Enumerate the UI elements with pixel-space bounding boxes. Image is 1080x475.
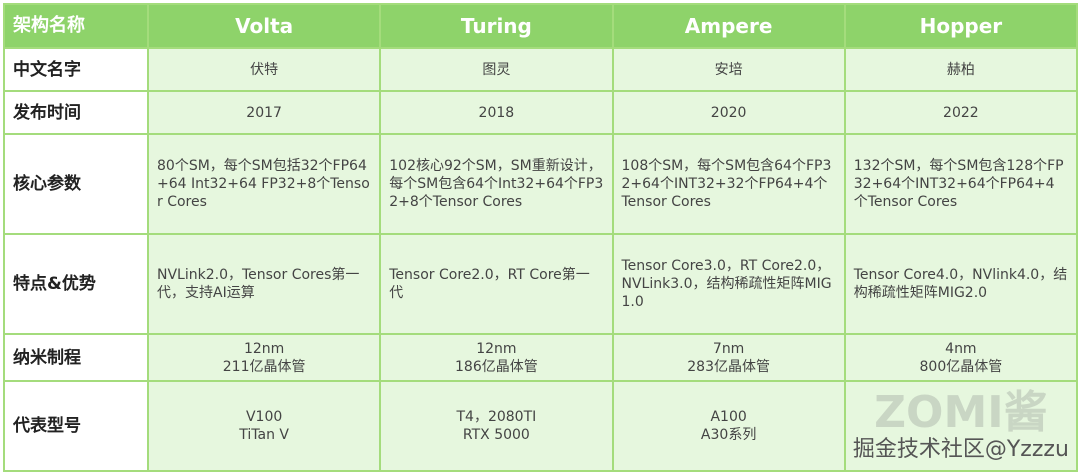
cell: 伏特 [146, 47, 382, 92]
row-label: 代表型号 [3, 380, 149, 472]
cell: NVLink2.0，Tensor Cores第一代，支持AI运算 [146, 233, 382, 335]
cell: 2017 [146, 90, 382, 135]
row-label: 纳米制程 [3, 333, 149, 382]
table-row: 核心参数 80个SM，每个SM包括32个FP64+64 Int32+64 FP3… [3, 133, 1079, 235]
table-row: 发布时间 2017 2018 2020 2022 [3, 90, 1079, 135]
process-node: 12nm [476, 340, 517, 357]
cell: 108个SM，每个SM包含64个FP32+64个INT32+32个FP64+4个… [611, 133, 846, 235]
cell: 7nm 283亿晶体管 [611, 333, 846, 382]
cell: A100 A30系列 [611, 380, 846, 472]
cell: ZOMI酱 掘金技术社区@Yzzzu [843, 380, 1079, 472]
watermark-logo: ZOMI酱 [874, 387, 1048, 438]
cell: Tensor Core4.0，NVlink4.0，结构稀疏性矩阵MIG2.0 [843, 233, 1079, 335]
model: RTX 5000 [462, 427, 530, 443]
header-volta: Volta [146, 3, 382, 49]
cell: Tensor Core2.0，RT Core第一代 [379, 233, 614, 335]
table-row: 纳米制程 12nm 211亿晶体管 12nm 186亿晶体管 7nm 283亿晶体管 … [3, 333, 1079, 382]
cell: T4，2080TI RTX 5000 [379, 380, 614, 472]
cell: 图灵 [379, 47, 614, 92]
transistor-count: 186亿晶体管 [455, 358, 538, 375]
cell: 2018 [379, 90, 614, 135]
cell: Tensor Core3.0，RT Core2.0，NVLink3.0，结构稀疏… [611, 233, 846, 335]
row-label: 特点&优势 [3, 233, 149, 335]
cell: 赫柏 [843, 47, 1079, 92]
gpu-architecture-table: 架构名称 Volta Turing Ampere Hopper 中文名字 伏特 … [3, 3, 1079, 472]
cell: 2022 [843, 90, 1079, 135]
transistor-count: 800亿晶体管 [919, 358, 1003, 375]
row-label: 中文名字 [3, 47, 149, 92]
transistor-count: 283亿晶体管 [687, 358, 770, 375]
watermark-text: 掘金技术社区@Yzzzu [852, 437, 1069, 462]
header-turing: Turing [379, 3, 614, 49]
cell: 4nm 800亿晶体管 [843, 333, 1079, 382]
cell: 80个SM，每个SM包括32个FP64+64 Int32+64 FP32+8个T… [146, 133, 382, 235]
process-node: 7nm [712, 340, 745, 357]
model: TiTan V [239, 427, 289, 443]
model: T4，2080TI [456, 409, 537, 425]
row-label: 发布时间 [3, 90, 149, 135]
model: V100 [245, 409, 283, 425]
cell: 安培 [611, 47, 846, 92]
header-ampere: Ampere [611, 3, 846, 49]
process-node: 4nm [945, 340, 977, 357]
transistor-count: 211亿晶体管 [222, 358, 306, 375]
table-row: 中文名字 伏特 图灵 安培 赫柏 [3, 47, 1079, 92]
model: A30系列 [700, 427, 757, 443]
process-node: 12nm [243, 340, 285, 357]
cell: 132个SM，每个SM包含128个FP32+64个INT32+64个FP64+4… [843, 133, 1079, 235]
cell: V100 TiTan V [146, 380, 382, 472]
header-row: 架构名称 Volta Turing Ampere Hopper [3, 3, 1079, 49]
row-label: 核心参数 [3, 133, 149, 235]
cell: 12nm 211亿晶体管 [146, 333, 382, 382]
cell: 2020 [611, 90, 846, 135]
cell: 12nm 186亿晶体管 [379, 333, 614, 382]
cell: 102核心92个SM，SM重新设计，每个SM包含64个Int32+64个FP32… [379, 133, 614, 235]
model: A100 [710, 409, 747, 425]
header-hopper: Hopper [843, 3, 1079, 49]
header-label: 架构名称 [3, 3, 149, 49]
table-row: 特点&优势 NVLink2.0，Tensor Cores第一代，支持AI运算 T… [3, 233, 1079, 335]
table-row: 代表型号 V100 TiTan V T4，2080TI RTX 5000 A100 A… [3, 380, 1079, 472]
